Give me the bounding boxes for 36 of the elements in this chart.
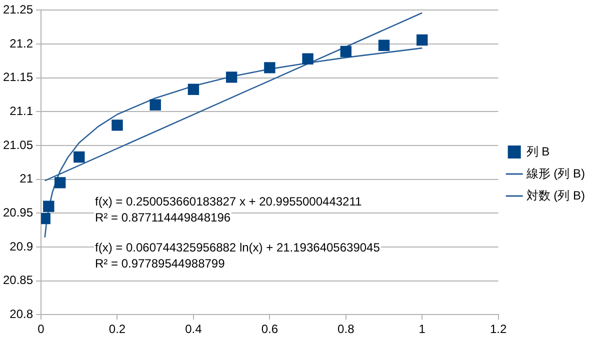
y-tick-label: 21.15 bbox=[3, 70, 34, 84]
point bbox=[226, 72, 238, 83]
y-tick-label: 21.05 bbox=[3, 138, 34, 152]
legend-label: 列 B bbox=[526, 144, 550, 158]
y-tick-label: 21 bbox=[20, 172, 34, 186]
x-tick-label: 0.4 bbox=[185, 322, 202, 336]
annotation: R² = 0.877114449848196 bbox=[94, 210, 231, 224]
x-tick-label: 0.2 bbox=[108, 322, 126, 336]
point bbox=[112, 120, 123, 131]
x-tick-label: 0.6 bbox=[261, 322, 278, 336]
y-tick-label: 20.8 bbox=[10, 306, 34, 321]
x-tick-label: 1 bbox=[418, 322, 426, 336]
y-tick-label: 20.9 bbox=[10, 239, 34, 254]
annotation: R² = 0.97789544988799 bbox=[94, 256, 226, 270]
x-tick-label: 0.8 bbox=[338, 322, 355, 336]
point bbox=[43, 200, 54, 212]
point bbox=[378, 40, 390, 51]
point bbox=[340, 46, 352, 58]
point bbox=[302, 53, 314, 65]
y-tick-label: 21.1 bbox=[10, 104, 34, 118]
annotation: f(x) = 0.060744325956882 ln(x) + 21.1936405639045 bbox=[94, 240, 380, 254]
y-tick-label: 21.25 bbox=[3, 2, 34, 17]
x-tick-label: 1.2 bbox=[490, 322, 507, 336]
point bbox=[188, 84, 200, 95]
point bbox=[74, 151, 85, 163]
point bbox=[150, 99, 161, 110]
legend-label: 線形 (列 B) bbox=[525, 166, 586, 180]
annotation: f(x) = 0.250053660183827 x + 20.9955000443211 bbox=[94, 194, 362, 208]
legend-label: 対数 (列 B) bbox=[526, 188, 586, 202]
point bbox=[416, 34, 428, 46]
point bbox=[264, 62, 276, 74]
x-tick-label: 0 bbox=[38, 322, 45, 336]
y-tick-label: 20.95 bbox=[3, 205, 34, 220]
y-tick-label: 20.85 bbox=[3, 273, 34, 288]
point bbox=[54, 177, 66, 188]
y-tick-label: 21.2 bbox=[10, 36, 34, 50]
